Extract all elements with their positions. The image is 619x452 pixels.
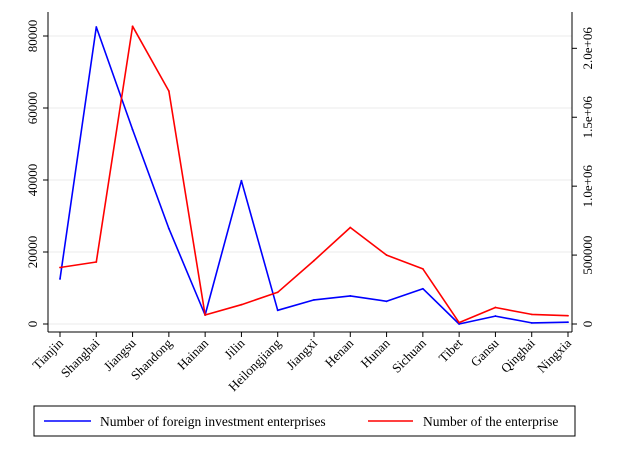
grid [48, 35, 572, 325]
y-right-tick-label-4: 2.0e+06 [580, 27, 595, 70]
legend-box [33, 405, 576, 437]
series-1-point-14 [567, 314, 569, 317]
series-0-point-5 [240, 179, 243, 182]
series-1-point-3 [167, 90, 170, 92]
series-0-point-12 [494, 315, 497, 317]
series-0-point-0 [59, 278, 61, 280]
series [59, 25, 569, 325]
series-1-point-11 [458, 321, 461, 324]
y-right-tick-label-3: 1.5e+06 [580, 96, 595, 139]
series-1-point-13 [530, 313, 533, 316]
series-1-point-10 [421, 267, 424, 270]
y-left-tick-label-2: 40000 [25, 164, 40, 197]
y-left-tick-label-1: 20000 [25, 236, 40, 269]
series-0-point-6 [276, 309, 279, 312]
series-1-point-2 [131, 25, 134, 28]
series-1-point-8 [349, 226, 352, 229]
series-0-point-2 [131, 128, 134, 131]
y-left-tick-label-0: 0 [25, 321, 40, 328]
y-right-tick-label-0: 0 [580, 321, 595, 328]
series-1-point-12 [494, 306, 497, 309]
series-1-point-7 [313, 259, 315, 262]
series-0-point-11 [458, 323, 461, 325]
series-0-point-8 [349, 295, 352, 297]
series-1-point-9 [385, 254, 388, 256]
series-0-point-10 [421, 287, 424, 290]
series-1-point-5 [240, 303, 243, 306]
y-right-tick-label-1: 500000 [580, 236, 595, 275]
y-right-tick-label-2: 1.0e+06 [580, 164, 595, 207]
y-left-tick-label-3: 60000 [25, 92, 40, 125]
series-0-point-1 [95, 26, 98, 28]
series-1-point-1 [95, 261, 98, 263]
legend-label-0: Number of foreign investment enterprises [100, 414, 326, 429]
y-left-tick-label-4: 80000 [25, 20, 40, 53]
series-0-point-13 [530, 322, 533, 324]
series-0-point-14 [567, 321, 569, 324]
legend-label-1: Number of the enterprise [423, 414, 558, 429]
legend: Number of foreign investment enterprises… [33, 405, 576, 437]
series-0-point-7 [313, 298, 315, 301]
series-0-point-9 [385, 300, 388, 303]
series-1-point-0 [59, 266, 61, 269]
series-0-point-3 [167, 227, 170, 230]
series-1-point-6 [276, 291, 279, 294]
series-1-point-4 [204, 314, 207, 316]
